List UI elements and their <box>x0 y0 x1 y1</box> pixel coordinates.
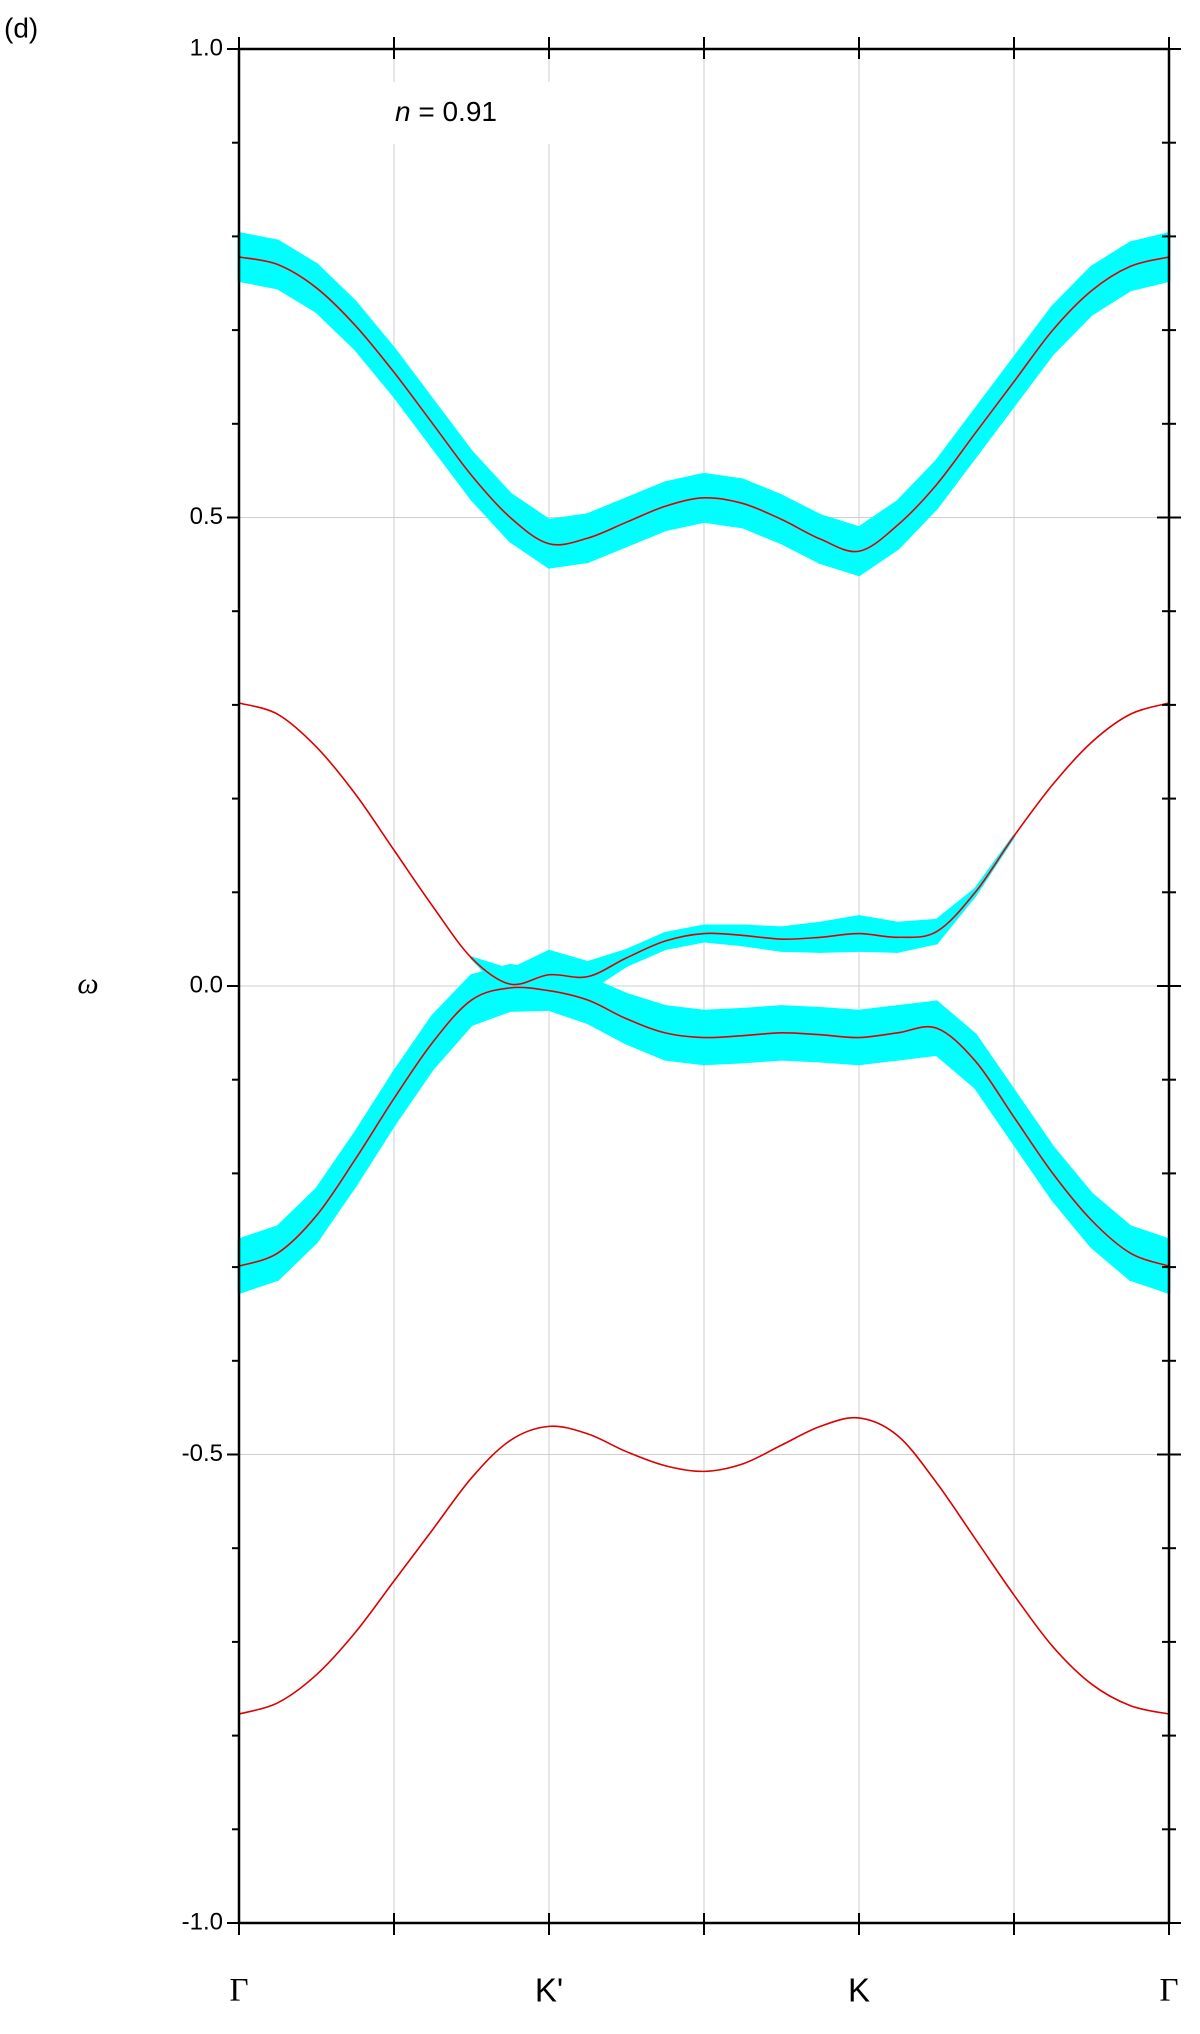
y-tick-label: -1.0 <box>182 1908 223 1935</box>
x-tick-label: Γ <box>1159 1973 1178 2009</box>
spectral-weight <box>663 472 706 532</box>
x-tick-label: K <box>848 1972 870 2009</box>
spectral-weight <box>1090 241 1132 316</box>
y-tick-label: 0.0 <box>190 971 223 998</box>
spectral-weight <box>1051 265 1093 356</box>
band-line <box>238 702 1170 986</box>
annotation-value: = 0.91 <box>411 96 497 127</box>
y-tick-label: 1.0 <box>190 34 223 61</box>
spectral-weight <box>1051 1145 1093 1248</box>
plot-frame <box>237 47 1171 1925</box>
spectral-weight <box>586 976 628 1045</box>
spectral-weight <box>508 492 551 569</box>
spectral-weight <box>431 974 473 1070</box>
band-line <box>238 986 1170 1267</box>
spectral-weight <box>276 1187 318 1281</box>
x-tick-label: Γ <box>229 1973 248 2009</box>
y-axis-label: ω <box>77 967 98 1000</box>
y-tick-label: -0.5 <box>182 1440 223 1467</box>
spectral-weight <box>237 1225 280 1294</box>
spectral-weight <box>702 472 745 529</box>
x-tick-label: K' <box>535 1972 563 2009</box>
spectral-weight <box>663 924 706 951</box>
axes: 1.0 0.5 0.0 -0.5 -1.0 Γ K' K Γn = 0.91 <box>182 34 1181 2009</box>
panel-label: (d) <box>4 12 38 43</box>
annotation-symbol: n <box>395 96 411 127</box>
spectral-weight <box>857 500 900 577</box>
spectral-weight <box>1128 1225 1171 1294</box>
bands <box>237 232 1171 1294</box>
spectral-weight <box>547 970 590 1025</box>
spectral-weight <box>237 232 280 290</box>
spectral-weight <box>935 1000 977 1089</box>
annotation-box <box>380 82 550 144</box>
spectral-weight <box>315 263 357 351</box>
band-line <box>238 256 1170 553</box>
spectral-weight <box>896 1000 938 1061</box>
spectral-weight <box>663 1005 706 1066</box>
lines <box>238 256 1170 1715</box>
spectral-weight <box>470 450 512 543</box>
spectral-weight <box>1128 232 1171 292</box>
annotation: n = 0.91 <box>395 96 497 127</box>
spectral-weight <box>818 514 861 577</box>
band-line <box>238 1416 1170 1715</box>
spectral-weight <box>547 513 590 569</box>
spectral-weight <box>276 239 318 313</box>
spectral-weight <box>1090 1192 1132 1281</box>
y-tick-label: 0.5 <box>190 503 223 530</box>
spectral-weight <box>896 918 938 953</box>
spectral-weight <box>896 459 938 550</box>
